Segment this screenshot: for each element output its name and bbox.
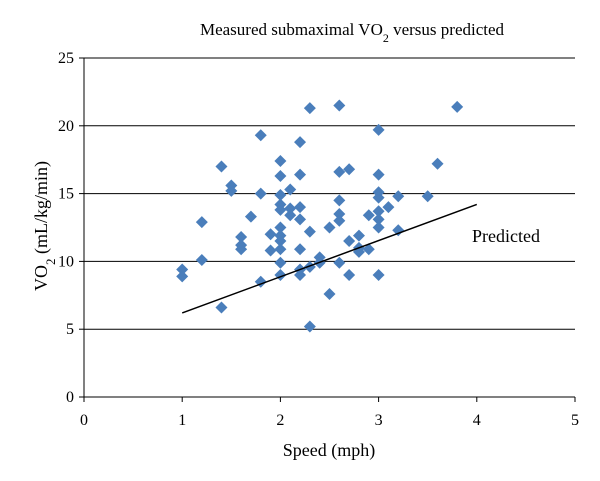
predicted-line bbox=[181, 203, 478, 314]
data-point-10 bbox=[235, 243, 248, 256]
predicted-line-group bbox=[181, 203, 478, 314]
data-point-66 bbox=[372, 221, 385, 234]
data-point-19 bbox=[274, 188, 287, 201]
data-point-71 bbox=[421, 190, 434, 203]
data-point-44 bbox=[323, 221, 336, 234]
gridlines bbox=[84, 57, 575, 330]
data-point-60 bbox=[372, 123, 385, 136]
data-point-41 bbox=[303, 320, 316, 333]
data-point-39 bbox=[303, 225, 316, 238]
data-point-15 bbox=[264, 228, 277, 241]
data-point-1 bbox=[176, 270, 189, 283]
data-point-37 bbox=[294, 268, 307, 281]
data-point-72 bbox=[431, 157, 444, 170]
data-point-22 bbox=[274, 221, 287, 234]
data-point-61 bbox=[372, 168, 385, 181]
data-point-17 bbox=[274, 155, 287, 168]
data-point-4 bbox=[215, 160, 228, 173]
data-point-40 bbox=[303, 260, 316, 273]
data-point-68 bbox=[382, 201, 395, 214]
data-point-7 bbox=[225, 184, 238, 197]
data-point-28 bbox=[284, 183, 297, 196]
data-point-5 bbox=[215, 301, 228, 314]
data-point-12 bbox=[254, 129, 267, 142]
data-point-51 bbox=[333, 256, 346, 269]
data-point-2 bbox=[195, 216, 208, 229]
x-tick-label-4: 4 bbox=[473, 412, 481, 429]
y-tick-label-20: 20 bbox=[58, 118, 74, 135]
y-tick-label-0: 0 bbox=[66, 389, 74, 406]
data-point-58 bbox=[362, 209, 375, 222]
data-point-25 bbox=[274, 243, 287, 256]
data-point-46 bbox=[333, 99, 346, 112]
data-point-3 bbox=[195, 254, 208, 267]
data-point-53 bbox=[343, 235, 356, 248]
data-point-50 bbox=[333, 214, 346, 227]
data-point-8 bbox=[235, 230, 248, 243]
x-tick-label-3: 3 bbox=[375, 412, 383, 429]
x-tick-label-0: 0 bbox=[80, 412, 88, 429]
data-point-49 bbox=[333, 207, 346, 220]
data-point-59 bbox=[362, 243, 375, 256]
data-point-54 bbox=[343, 268, 356, 281]
data-point-35 bbox=[294, 243, 307, 256]
data-point-38 bbox=[303, 102, 316, 115]
data-point-11 bbox=[244, 210, 257, 223]
y-tick-label-5: 5 bbox=[66, 321, 74, 338]
x-tick-label-5: 5 bbox=[571, 412, 579, 429]
y-tick-label-25: 25 bbox=[58, 50, 74, 67]
data-point-30 bbox=[284, 209, 297, 222]
data-point-65 bbox=[372, 213, 385, 226]
data-point-45 bbox=[323, 287, 336, 300]
chart-title: Measured submaximal VO2 versus predicted bbox=[200, 20, 505, 45]
data-point-48 bbox=[333, 194, 346, 207]
data-point-34 bbox=[294, 213, 307, 226]
x-axis-title: Speed (mph) bbox=[283, 440, 375, 461]
axes bbox=[79, 57, 576, 402]
data-point-69 bbox=[392, 190, 405, 203]
x-tick-labels: 0 1 2 3 4 5 bbox=[80, 412, 579, 429]
x-tick-label-1: 1 bbox=[178, 412, 186, 429]
scatter-points bbox=[176, 99, 464, 333]
data-point-13 bbox=[254, 187, 267, 200]
data-point-24 bbox=[274, 235, 287, 248]
data-point-26 bbox=[274, 256, 287, 269]
data-point-67 bbox=[372, 268, 385, 281]
data-point-55 bbox=[352, 229, 365, 242]
data-point-73 bbox=[451, 100, 464, 113]
y-axis-title: VO2 (mL/kg/min) bbox=[31, 161, 58, 291]
y-tick-label-15: 15 bbox=[58, 186, 74, 203]
data-point-31 bbox=[294, 136, 307, 149]
data-point-29 bbox=[284, 202, 297, 215]
predicted-label: Predicted bbox=[472, 226, 540, 246]
data-point-21 bbox=[274, 203, 287, 216]
data-point-0 bbox=[176, 263, 189, 276]
data-point-47 bbox=[333, 165, 346, 178]
data-point-33 bbox=[294, 201, 307, 214]
data-point-63 bbox=[372, 191, 385, 204]
data-point-52 bbox=[343, 163, 356, 176]
data-point-32 bbox=[294, 168, 307, 181]
data-point-70 bbox=[392, 224, 405, 237]
data-point-64 bbox=[372, 205, 385, 218]
y-tick-label-10: 10 bbox=[58, 253, 74, 270]
x-tick-label-2: 2 bbox=[276, 412, 284, 429]
data-point-18 bbox=[274, 169, 287, 182]
data-point-16 bbox=[264, 244, 277, 257]
y-tick-labels: 0 5 10 15 20 25 bbox=[58, 50, 74, 406]
